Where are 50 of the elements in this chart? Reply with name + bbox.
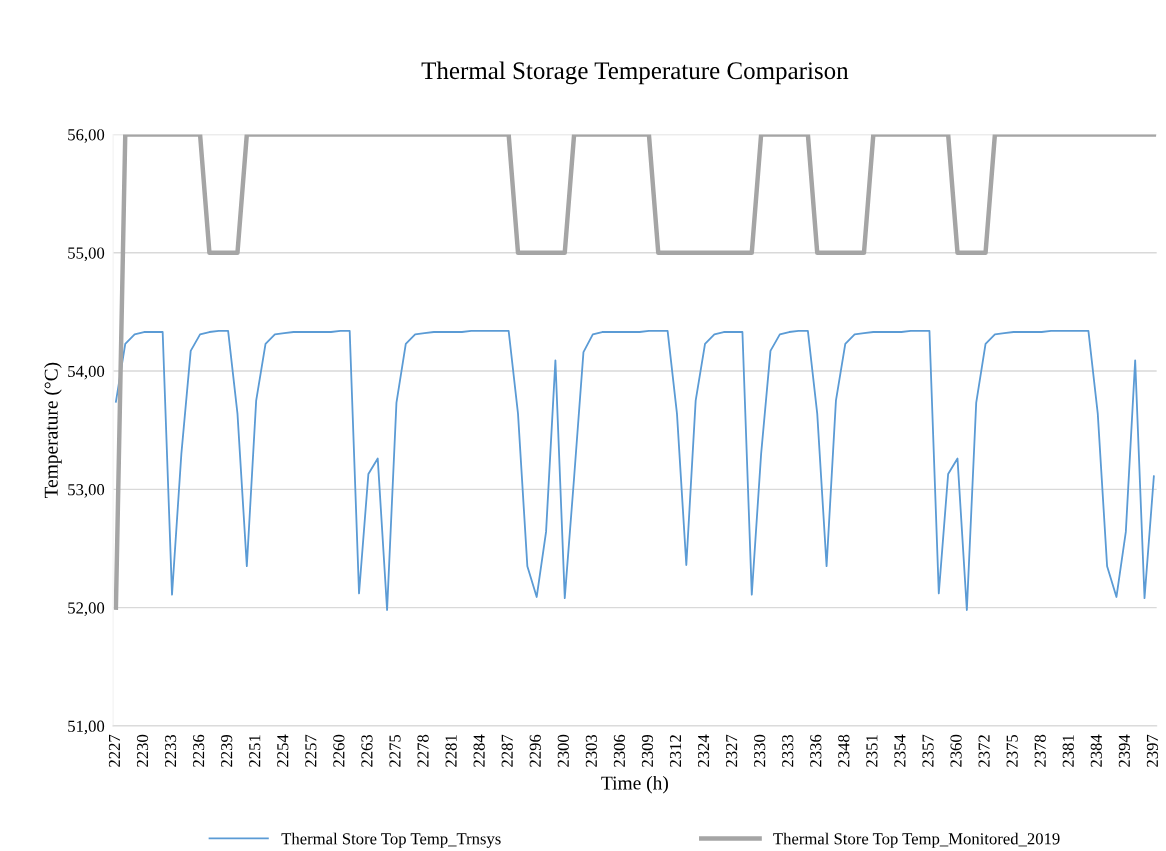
x-tick-label: 2296 [529, 734, 541, 767]
y-tick-label: 54,00 [68, 365, 105, 380]
x-tick-label: 2333 [782, 734, 794, 767]
x-tick-label: 2254 [277, 734, 289, 767]
x-tick-label: 2336 [810, 734, 822, 767]
x-tick-label: 2384 [1090, 734, 1102, 767]
x-tick-label: 2227 [108, 734, 120, 767]
x-tick-label: 2309 [641, 734, 654, 767]
x-tick-label: 2257 [305, 734, 317, 767]
x-tick-label: 2303 [585, 734, 597, 767]
y-tick-label: 51,00 [68, 720, 105, 735]
chart-title: Thermal Storage Temperature Comparison [421, 61, 849, 85]
y-axis-title: Temperature (°C) [44, 362, 62, 499]
x-tick-label: 2357 [922, 734, 934, 767]
x-tick-label: 2260 [333, 734, 345, 767]
x-tick-label: 2300 [557, 734, 569, 767]
x-tick-label: 2351 [866, 735, 878, 767]
x-tick-label: 2233 [164, 734, 177, 767]
x-tick-label: 2239 [221, 734, 233, 767]
x-tick-label: 2236 [193, 734, 205, 767]
x-tick-label: 2348 [838, 734, 850, 767]
x-tick-label: 2312 [669, 735, 682, 767]
x-tick-label: 2287 [501, 734, 513, 767]
x-tick-label: 2372 [978, 735, 990, 767]
x-tick-label: 2360 [950, 734, 962, 767]
x-tick-label: 2263 [361, 734, 373, 767]
x-tick-label: 2330 [754, 734, 766, 767]
x-tick-label: 2284 [473, 734, 485, 767]
x-tick-label: 2251 [249, 735, 261, 767]
x-tick-label: 2306 [613, 734, 626, 767]
x-tick-label: 2397 [1146, 734, 1159, 767]
legend-label: Thermal Store Top Temp_Monitored_2019 [773, 832, 1060, 848]
x-tick-label: 2394 [1118, 734, 1130, 767]
x-tick-label: 2278 [417, 734, 429, 767]
legend-label: Thermal Store Top Temp_Trnsys [281, 832, 501, 848]
x-tick-label: 2324 [697, 734, 710, 767]
x-axis-title: Time (h) [601, 775, 668, 794]
y-tick-label: 56,00 [68, 129, 105, 143]
x-tick-label: 2327 [726, 734, 738, 767]
x-tick-label: 2281 [445, 735, 457, 767]
x-tick-label: 2275 [389, 734, 401, 767]
y-tick-label: 52,00 [68, 602, 105, 616]
line-series [115, 329, 1155, 611]
x-tick-label: 2378 [1034, 734, 1046, 767]
y-tick-label: 53,00 [68, 484, 105, 498]
y-tick-label: 55,00 [68, 247, 105, 262]
x-tick-label: 2375 [1006, 734, 1018, 767]
x-tick-label: 2381 [1062, 735, 1074, 767]
x-tick-label: 2230 [136, 734, 149, 767]
x-tick-label: 2354 [894, 734, 906, 767]
